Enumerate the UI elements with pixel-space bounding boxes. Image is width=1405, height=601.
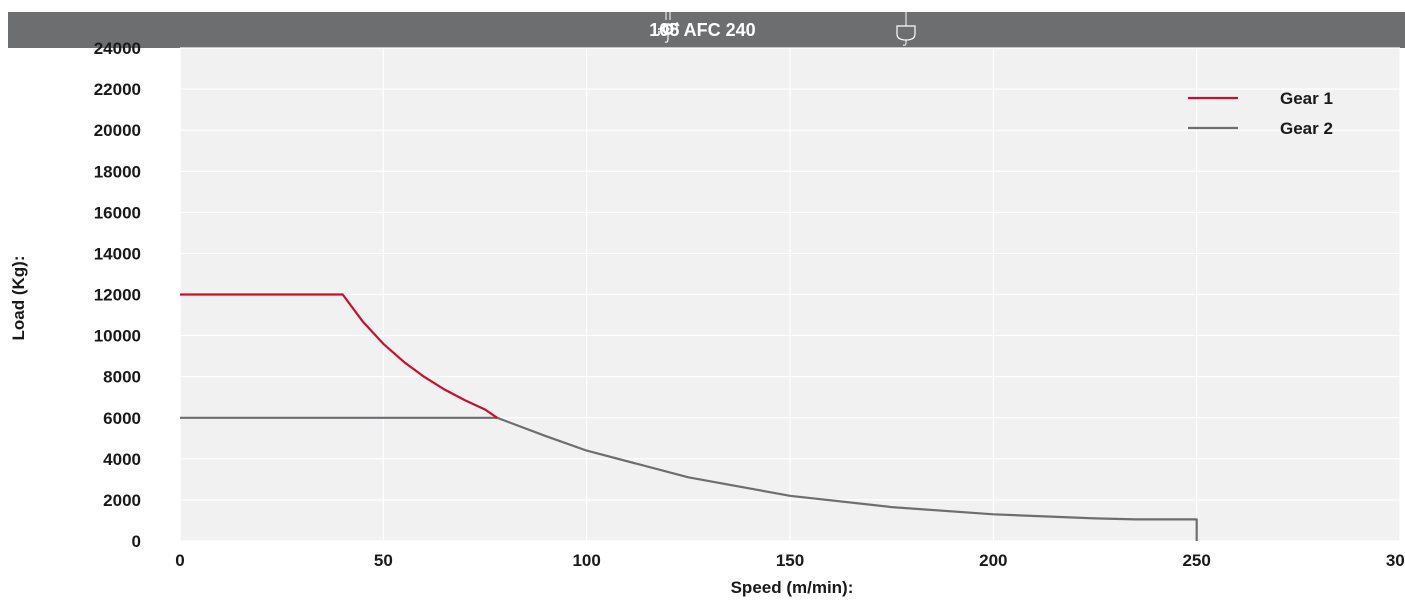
x-axis-ticks: 0 50 100 150 200 250 300 [175, 551, 1405, 570]
legend: Gear 1 Gear 2 [1188, 89, 1333, 138]
y-axis-label: Load (Kg): [9, 256, 28, 341]
y-tick-label: 6000 [103, 409, 141, 428]
x-tick-label: 0 [175, 551, 184, 570]
legend-label: Gear 1 [1280, 89, 1333, 108]
y-tick-label: 14000 [94, 244, 141, 263]
legend-label: Gear 2 [1280, 119, 1333, 138]
y-tick-label: 16000 [94, 203, 141, 222]
y-tick-label: 24000 [94, 39, 141, 58]
x-tick-label: 200 [979, 551, 1007, 570]
chart-title-container: 105 AFC 240 [0, 20, 1405, 41]
grid [179, 47, 1401, 542]
hoist-hook-up-icon [658, 12, 680, 43]
title-bar [8, 12, 1405, 48]
y-axis-ticks: 0 2000 4000 6000 8000 10000 12000 14000 16000 180… [94, 39, 141, 551]
y-tick-label: 10000 [94, 327, 141, 346]
x-tick-label: 300 [1386, 551, 1405, 570]
chart-title: 105 AFC 240 [649, 20, 756, 40]
series-line-gear-2 [180, 416, 1198, 541]
hook-icon [896, 12, 916, 46]
x-tick-label: 250 [1182, 551, 1210, 570]
y-tick-label: 12000 [94, 286, 141, 305]
x-tick-label: 150 [776, 551, 804, 570]
x-tick-label: 100 [572, 551, 600, 570]
x-axis-label: Speed (m/min): [731, 578, 854, 597]
y-tick-label: 0 [132, 532, 141, 551]
y-tick-label: 18000 [94, 162, 141, 181]
series-group [180, 293, 1198, 541]
x-tick-label: 50 [374, 551, 393, 570]
y-tick-label: 4000 [103, 450, 141, 469]
y-tick-label: 2000 [103, 491, 141, 510]
series-line-gear-1 [180, 293, 498, 419]
y-tick-label: 8000 [103, 368, 141, 387]
y-tick-label: 22000 [94, 80, 141, 99]
y-tick-label: 20000 [94, 121, 141, 140]
